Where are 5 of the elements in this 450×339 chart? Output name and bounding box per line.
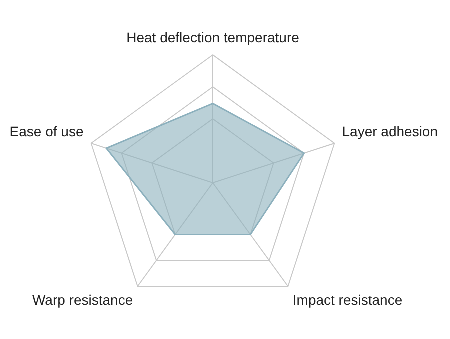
spoke-label: Layer adhesion xyxy=(342,123,438,140)
spoke-label: Heat deflection temperature xyxy=(126,30,300,46)
spoke-label: Ease of use xyxy=(10,123,84,140)
spoke-label: Warp resistance xyxy=(32,292,134,308)
spoke-label: Impact resistance xyxy=(292,292,403,308)
